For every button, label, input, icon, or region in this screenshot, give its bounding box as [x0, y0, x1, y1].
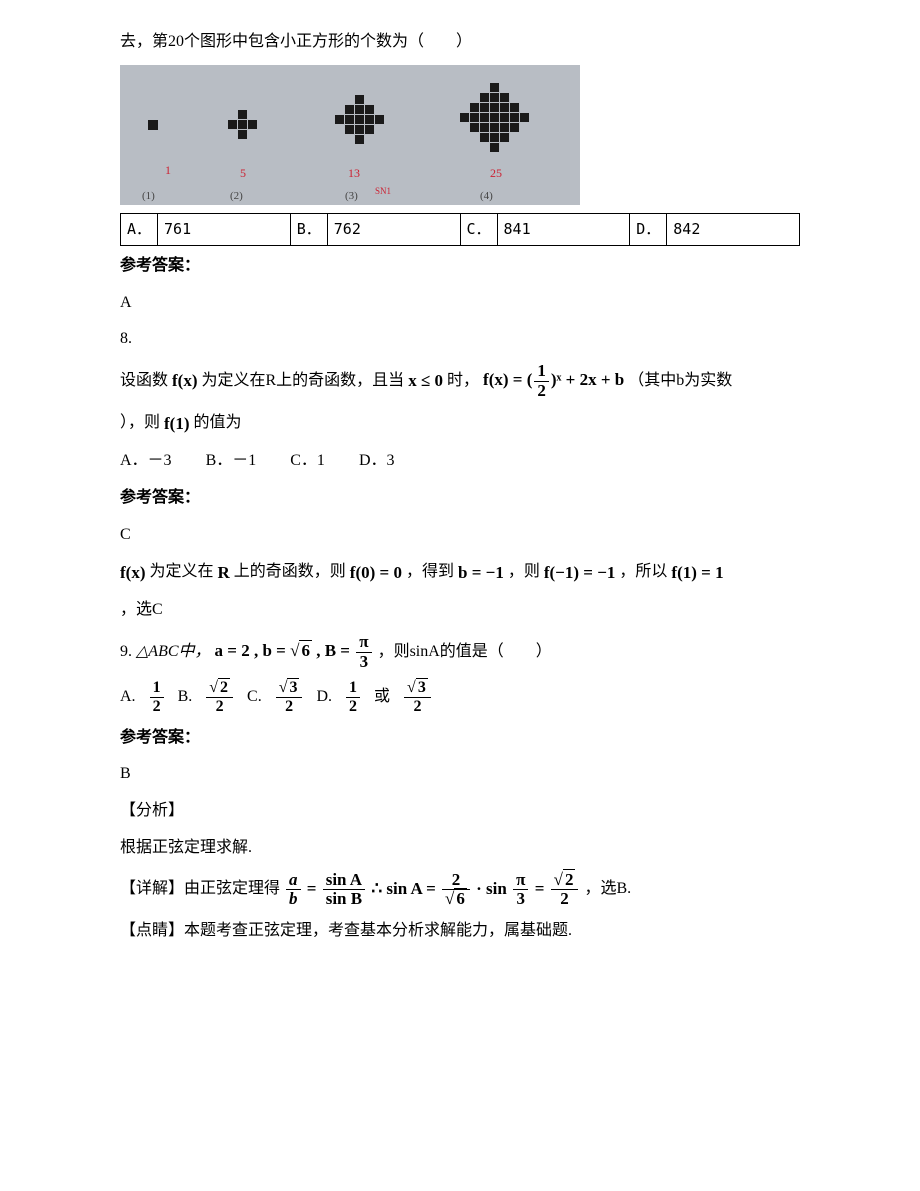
q8-answer-label: 参考答案：: [120, 484, 800, 513]
q9-opt-d1-frac: 12: [346, 679, 360, 715]
q9-pi-num: π: [356, 633, 371, 653]
q9-given: a = 2 , b = 6 , B = π3: [215, 633, 374, 671]
q9-given-B: , B =: [312, 641, 354, 660]
q8-number: 8.: [120, 325, 800, 354]
q9-opt-a-label: A.: [120, 683, 136, 712]
q8-options: A．－3 B．－1 C．1 D．3: [120, 447, 800, 476]
q8-stem: 设函数 f(x) 为定义在R上的奇函数，且当 x ≤ 0 时， f(x) = (…: [120, 362, 800, 400]
opt-a-label: A．: [121, 213, 158, 245]
q9-comment-label: 【点睛】: [120, 922, 184, 939]
q9-opt-d2-frac: 32: [404, 679, 431, 715]
q9-opt-b-frac: 22: [206, 679, 233, 715]
q9-comment-text: 本题考查正弦定理，考查基本分析求解能力，属基础题.: [184, 922, 572, 939]
fig-label-1: (1): [142, 187, 155, 207]
q8-p3: 时，: [447, 367, 479, 396]
q9-opt-c-label: C.: [247, 683, 262, 712]
handwritten-3: 13: [348, 163, 360, 185]
q8-e1: f(x): [120, 558, 145, 589]
q9-sqrt6: 6: [299, 640, 312, 660]
q8-opt-c: C．1: [290, 452, 325, 469]
q9-opt-c-frac: 32: [276, 679, 303, 715]
handwritten-1: 1: [165, 160, 171, 182]
q8-e4: 上的奇函数，则: [234, 558, 346, 587]
q9-detail-formula: ab = sin Asin B ∴ sin A = 26 · sin π3 = …: [284, 871, 580, 909]
handwritten-3-sub: SN1: [375, 183, 391, 199]
q8-p4: （其中b为实数: [628, 367, 732, 396]
q8-opt-b: B．－1: [206, 452, 257, 469]
fig-label-4: (4): [480, 187, 493, 207]
fig-label-2: (2): [230, 187, 243, 207]
q8-formula-lead: f(x) = (: [483, 370, 532, 389]
q8-opt-d: D．3: [359, 452, 395, 469]
q7-answer: A: [120, 289, 800, 318]
q9-analysis: 根据正弦定理求解.: [120, 834, 800, 863]
q8-p5: ），则: [120, 409, 160, 438]
q8-e11: f(1) = 1: [671, 558, 723, 589]
q8-frac-num: 1: [534, 362, 549, 382]
opt-a-value: 761: [158, 213, 291, 245]
q8-e8: ，则: [508, 558, 540, 587]
q9-pre: △ABC中，: [136, 638, 211, 667]
q9-stem: 9. △ABC中， a = 2 , b = 6 , B = π3 ，则sinA的…: [120, 633, 800, 671]
opt-c-value: 841: [497, 213, 630, 245]
q9-answer-label: 参考答案：: [120, 724, 800, 753]
opt-d-label: D．: [630, 213, 667, 245]
q9-opt-b-label: B.: [178, 683, 193, 712]
q9-opt-d-label: D.: [316, 683, 332, 712]
q7-options-table: A． 761 B． 762 C． 841 D． 842: [120, 213, 800, 246]
q8-e5: f(0) = 0: [350, 558, 402, 589]
q8-e10: ，所以: [619, 558, 667, 587]
handwritten-2: 5: [240, 163, 246, 185]
q8-formula: f(x) = (12)ˣ + 2x + b: [483, 362, 624, 400]
q9-opt-d-or: 或: [374, 683, 390, 712]
q9-opt-a-frac: 12: [150, 679, 164, 715]
q8-e6: ，得到: [406, 558, 454, 587]
q8-p6: 的值为: [194, 409, 242, 438]
opt-d-value: 842: [667, 213, 800, 245]
q9-post: ，则sinA的值是（ ）: [378, 638, 552, 667]
q8-e9: f(−1) = −1: [544, 558, 616, 589]
q8-answer: C: [120, 521, 800, 550]
q8-stem-2: ），则 f(1) 的值为: [120, 409, 800, 440]
fig-label-3: (3): [345, 187, 358, 207]
opt-b-value: 762: [327, 213, 460, 245]
q7-text: 去，第20个图形中包含小正方形的个数为（ ）: [120, 28, 800, 57]
q8-p2: 为定义在R上的奇函数，且当: [202, 367, 405, 396]
opt-b-label: B．: [290, 213, 327, 245]
q9-detail-label: 【详解】由正弦定理得: [120, 875, 280, 904]
q8-e3: R: [218, 558, 230, 589]
q9-answer: B: [120, 760, 800, 789]
q8-p1: 设函数: [120, 367, 168, 396]
q8-explanation: f(x) 为定义在 R 上的奇函数，则 f(0) = 0 ，得到 b = −1 …: [120, 558, 800, 589]
q8-frac-den: 2: [534, 382, 549, 401]
q9-detail-tail: ，选B.: [584, 875, 631, 904]
q8-f1: f(1): [164, 409, 189, 440]
q7-figure: 1 (1) 5 (2) 13 SN1 (3) 25 (4): [120, 65, 580, 205]
opt-c-label: C．: [460, 213, 497, 245]
q9-analysis-label: 【分析】: [120, 797, 800, 826]
q9-given-a: a = 2 , b =: [215, 641, 291, 660]
q8-e7: b = −1: [458, 558, 504, 589]
q7-answer-label: 参考答案：: [120, 252, 800, 281]
q8-fx: f(x): [172, 366, 197, 397]
q9-number: 9.: [120, 638, 132, 667]
q8-cond: x ≤ 0: [408, 366, 443, 397]
q8-e12: ，选C: [120, 596, 800, 625]
table-row: A． 761 B． 762 C． 841 D． 842: [121, 213, 800, 245]
q8-opt-a: A．－3: [120, 452, 172, 469]
handwritten-4: 25: [490, 163, 502, 185]
q9-detail: 【详解】由正弦定理得 ab = sin Asin B ∴ sin A = 26 …: [120, 871, 800, 909]
q9-pi-den: 3: [356, 653, 371, 672]
q8-e2: 为定义在: [149, 558, 213, 587]
q9-options: A. 12 B. 22 C. 32 D. 12 或 32: [120, 679, 800, 715]
q9-comment: 【点睛】本题考查正弦定理，考查基本分析求解能力，属基础题.: [120, 917, 800, 946]
q8-formula-tail: )ˣ + 2x + b: [551, 370, 624, 389]
